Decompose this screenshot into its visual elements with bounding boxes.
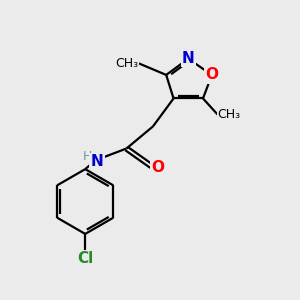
Text: N: N — [182, 51, 195, 66]
Text: H: H — [82, 150, 92, 163]
Text: CH₃: CH₃ — [115, 57, 138, 70]
Text: O: O — [205, 68, 218, 82]
Text: O: O — [152, 160, 164, 175]
Text: Cl: Cl — [77, 251, 93, 266]
Text: N: N — [91, 154, 103, 169]
Text: CH₃: CH₃ — [218, 108, 241, 121]
